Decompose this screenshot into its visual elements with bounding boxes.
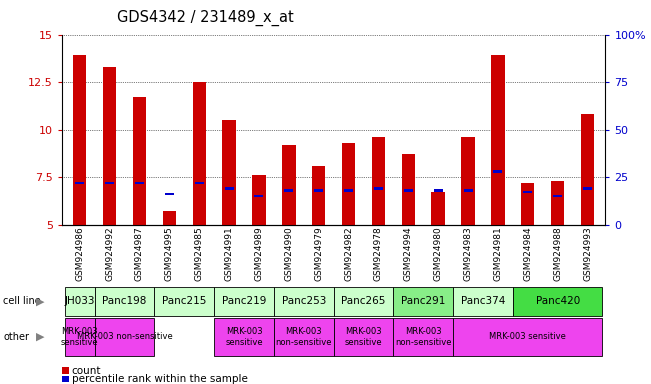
Bar [163,211,176,225]
Text: ▶: ▶ [36,332,44,342]
Text: count: count [72,366,101,376]
Bar [523,191,533,194]
Bar [583,187,592,190]
Bar [432,192,445,225]
Text: MRK-003
non-sensitive: MRK-003 non-sensitive [275,327,332,347]
Bar [342,143,355,225]
Bar [94,287,154,316]
Text: GSM924979: GSM924979 [314,227,323,281]
Bar [255,195,264,197]
Text: GSM924985: GSM924985 [195,227,204,281]
Bar [105,182,114,184]
Text: MRK-003
sensitive: MRK-003 sensitive [344,327,382,347]
Bar [274,287,333,316]
Bar [393,318,453,356]
Text: GSM924990: GSM924990 [284,227,294,281]
Bar [314,189,323,192]
Bar [581,114,594,225]
Text: JH033: JH033 [64,296,95,306]
Bar [453,318,602,356]
Text: GSM924993: GSM924993 [583,227,592,281]
Text: GSM924981: GSM924981 [493,227,503,281]
Bar [464,189,473,192]
Text: percentile rank within the sample: percentile rank within the sample [72,374,247,384]
Text: GSM924984: GSM924984 [523,227,533,281]
Bar [225,187,234,190]
Text: GSM924980: GSM924980 [434,227,443,281]
Text: GSM924983: GSM924983 [464,227,473,281]
Bar [404,189,413,192]
Bar [73,55,87,225]
Text: ▶: ▶ [36,296,44,306]
Bar [372,137,385,225]
Text: GSM924988: GSM924988 [553,227,562,281]
Text: other: other [3,332,29,342]
Bar [434,189,443,192]
Text: MRK-003
non-sensitive: MRK-003 non-sensitive [395,327,452,347]
Bar [492,55,505,225]
Bar [94,318,154,356]
Bar [333,287,393,316]
Bar [333,318,393,356]
Text: Panc420: Panc420 [536,296,580,306]
Bar [521,183,534,225]
Text: MRK-003 non-sensitive: MRK-003 non-sensitive [77,333,173,341]
Bar [193,82,206,225]
Text: cell line: cell line [3,296,41,306]
Text: GSM924978: GSM924978 [374,227,383,281]
Text: Panc198: Panc198 [102,296,146,306]
Bar [493,170,503,172]
Bar [65,318,94,356]
Text: Panc253: Panc253 [282,296,326,306]
Bar [453,287,513,316]
Text: GSM924987: GSM924987 [135,227,144,281]
Text: MRK-003
sensitive: MRK-003 sensitive [61,327,98,347]
Bar [274,318,333,356]
Bar [214,318,274,356]
Text: GSM924992: GSM924992 [105,227,114,281]
Bar [154,287,214,316]
Bar [282,145,296,225]
Text: GSM924989: GSM924989 [255,227,264,281]
Bar [252,175,266,225]
Bar [135,182,144,184]
Bar [223,120,236,225]
Text: Panc374: Panc374 [461,296,505,306]
Bar [65,287,94,316]
Text: Panc265: Panc265 [341,296,385,306]
Text: GDS4342 / 231489_x_at: GDS4342 / 231489_x_at [117,10,294,26]
Text: GSM924991: GSM924991 [225,227,234,281]
Bar [133,97,146,225]
Bar [165,193,174,195]
Bar [402,154,415,225]
Text: GSM924982: GSM924982 [344,227,353,281]
Text: GSM924986: GSM924986 [76,227,84,281]
Text: Panc215: Panc215 [162,296,206,306]
Bar [393,287,453,316]
Text: GSM924994: GSM924994 [404,227,413,281]
Text: Panc219: Panc219 [222,296,266,306]
Bar [513,287,602,316]
Text: GSM924995: GSM924995 [165,227,174,281]
Bar [76,182,84,184]
Bar [553,195,562,197]
Bar [312,166,326,225]
Text: MRK-003
sensitive: MRK-003 sensitive [225,327,263,347]
Bar [103,67,117,225]
Bar [214,287,274,316]
Bar [344,189,353,192]
Bar [284,189,294,192]
Bar [374,187,383,190]
Bar [195,182,204,184]
Bar [551,181,564,225]
Text: MRK-003 sensitive: MRK-003 sensitive [490,333,566,341]
Text: Panc291: Panc291 [401,296,445,306]
Bar [462,137,475,225]
